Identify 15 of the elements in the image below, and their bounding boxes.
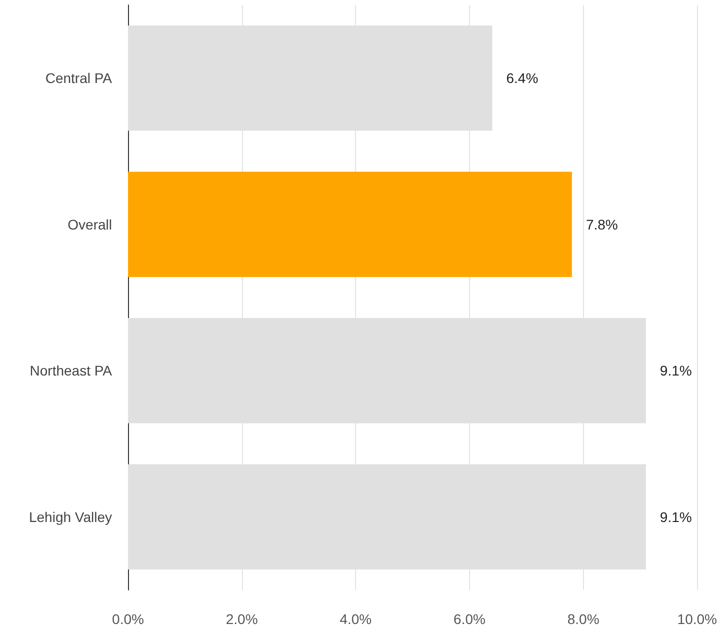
x-tick-label: 0.0%	[112, 611, 144, 627]
data-label: 6.4%	[506, 70, 538, 86]
x-tick-label: 2.0%	[226, 611, 258, 627]
data-label: 9.1%	[660, 508, 692, 525]
x-tick-label: 10.0%	[677, 611, 718, 627]
data-label: 9.1%	[660, 362, 692, 379]
bar	[128, 172, 572, 278]
y-tick-label: Lehigh Valley	[28, 508, 112, 525]
y-tick-label: Northeast PA	[30, 362, 113, 379]
x-tick-label: 4.0%	[340, 611, 372, 627]
x-tick-label: 6.0%	[454, 611, 486, 627]
x-tick-label: 8.0%	[567, 611, 600, 627]
data-label: 7.8%	[586, 216, 618, 232]
y-tick-label: Central PA	[45, 70, 113, 86]
y-tick-label: Overall	[68, 216, 112, 232]
